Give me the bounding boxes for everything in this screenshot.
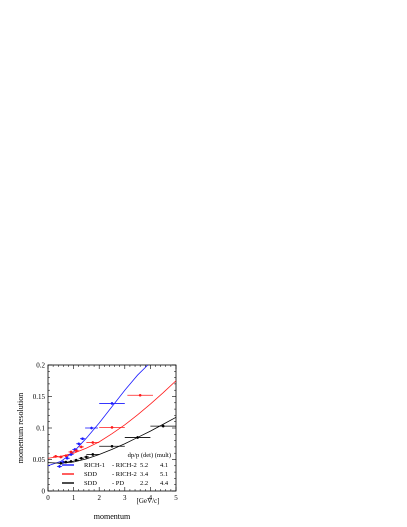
data-point [72,448,78,451]
point-marker [64,454,68,458]
data-point [68,450,74,454]
data-point [99,444,125,448]
data-point [68,453,74,456]
point-marker [69,450,73,454]
fit-curve [47,364,149,467]
point-marker [110,426,114,429]
data-point [63,454,69,458]
point-marker [69,460,73,463]
y-axis-title: momentum resolution [16,393,25,463]
data-point [56,465,63,468]
point-marker [110,402,114,405]
legend-mult-value: 4.1 [160,462,168,469]
y-tick-label: 0.1 [36,425,45,433]
legend-label: SDD [84,471,97,478]
legend-label: SDD [84,480,97,487]
y-tick-label: 0 [42,488,46,496]
data-point [80,437,86,441]
x-tick-label: 2 [97,494,101,502]
y-tick-label: 0.2 [36,362,45,370]
point-marker [77,442,81,446]
data-point [83,455,89,459]
data-points [53,393,176,468]
data-point [64,456,70,460]
data-point [99,426,125,429]
tick-labels: 0 1 2 3 4 5 0 0.05 0.1 0.15 0.2 [33,362,179,503]
point-marker [136,436,139,439]
legend-label-detector: - RICH-2 [112,462,137,469]
point-marker [79,445,83,449]
legend-mult-value: 5.1 [160,471,168,478]
x-axis-title: momentum [94,512,131,521]
point-marker [64,460,68,464]
x-tick-label: 3 [123,494,127,502]
x-tick-label: 1 [72,494,76,502]
point-marker [59,461,63,465]
data-point [124,436,151,439]
x-tick-label: 4 [149,494,153,502]
unit-label: [GeV/c] [137,497,160,505]
point-marker [79,456,83,460]
point-marker [58,465,61,468]
data-point [73,458,79,462]
legend-label: RICH-1 [84,462,105,469]
point-marker [69,453,73,456]
legend-header: dp/p (det) (mult) [128,452,171,459]
data-point [150,424,176,428]
data-point [53,455,59,458]
fit-curve [47,416,177,464]
point-marker [85,455,88,459]
legend-det-value: 2.2 [140,480,148,487]
point-marker [161,424,165,428]
data-point [78,445,84,449]
data-point [63,460,69,464]
legend-det-value: 3.4 [140,471,149,478]
y-tick-label: 0.05 [33,456,46,464]
data-point [99,402,125,405]
data-point [127,393,153,397]
point-marker [59,455,63,459]
data-point [73,449,79,452]
point-marker [91,441,95,444]
point-marker [54,455,57,458]
x-tick-label: 0 [46,494,50,502]
legend: dp/p (det) (mult) RICH-1 - RICH-2 5.2 4.1 SD… [62,452,171,487]
axis-ticks [47,364,177,492]
data-point [85,426,98,430]
point-marker [110,444,114,448]
point-marker [81,437,84,441]
point-marker [74,449,78,452]
data-point [76,442,82,446]
point-marker [65,456,69,460]
point-marker [74,458,78,462]
data-point [58,455,64,459]
x-tick-label: 5 [174,494,178,502]
data-point [78,456,84,460]
legend-label-detector: - PD [112,480,124,487]
point-marker [91,453,95,456]
point-marker [138,393,142,397]
point-marker [90,426,93,430]
legend-det-value: 5.2 [140,462,148,469]
data-point [86,453,100,456]
data-point [86,441,100,444]
legend-label-detector: - RICH-2 [112,471,137,478]
legend-mult-value: 4.4 [160,480,169,487]
data-point [68,460,74,463]
fit-curves [47,364,177,467]
y-tick-label: 0.15 [33,393,46,401]
data-point [58,461,64,465]
